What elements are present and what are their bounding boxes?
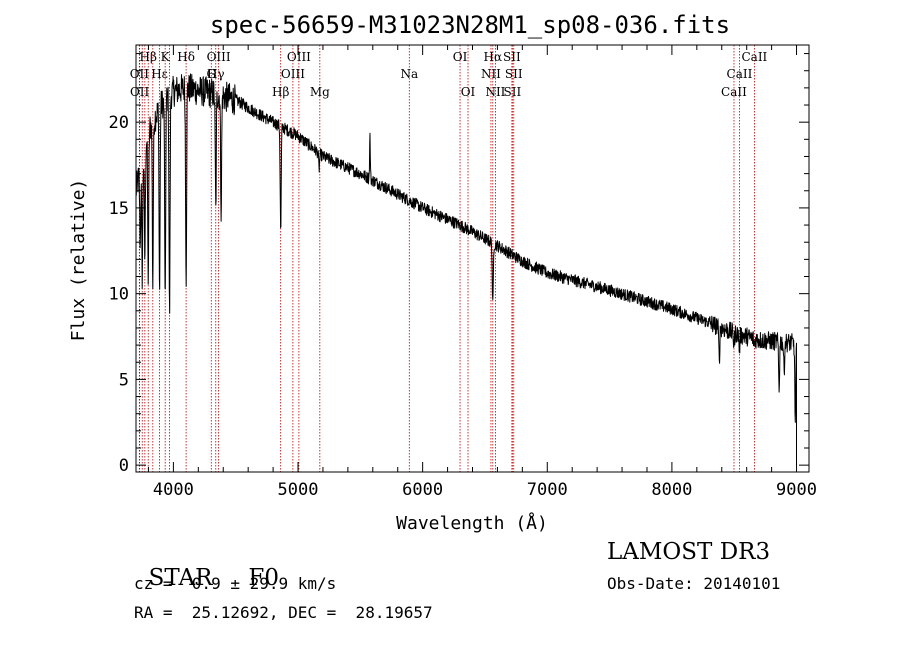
spectral-line-label: Na	[400, 67, 418, 81]
redshift-text: cz = 0.9 ± 29.9 km/s	[134, 574, 337, 593]
x-axis-label: Wavelength (Å)	[396, 512, 548, 534]
spectral-line-label: G	[206, 67, 216, 81]
x-tick-label: 9000	[776, 480, 817, 500]
plot-frame	[135, 44, 810, 473]
spectral-line-label: Hβ	[272, 85, 289, 99]
x-tick-label: 5000	[278, 480, 319, 500]
y-tick-label: 0	[119, 456, 129, 476]
spectral-line-label: K	[161, 50, 171, 64]
spectral-line-label: OI	[453, 50, 468, 64]
y-axis-label: Flux (relative)	[68, 179, 89, 342]
spectral-line-label: OII	[130, 85, 150, 99]
object-type: STAR	[148, 565, 213, 591]
spectral-line-label: Hα	[484, 50, 503, 64]
line-marker-layer	[138, 45, 755, 472]
object-class: STAR F0	[134, 539, 279, 591]
spectral-line-label: Hγ	[207, 67, 225, 81]
spectral-subclass: F0	[248, 565, 279, 591]
spectral-line-label: Mg	[310, 85, 330, 99]
spectral-line-label: OIII	[281, 67, 305, 81]
spectral-line-label: CaII	[727, 67, 753, 81]
spectral-line-label: OIII	[207, 50, 231, 64]
spectral-line-label: CaII	[741, 50, 767, 64]
spectral-line-label: Hε	[151, 67, 168, 81]
y-tick-label: 20	[109, 113, 129, 133]
x-tick-label: 7000	[527, 480, 568, 500]
spectrum-line	[135, 73, 797, 466]
spectral-line-label: NII	[485, 85, 505, 99]
y-tick-label: 15	[109, 199, 129, 219]
tick-layer: 4000 5000 6000 7000 8000 9000 0 5 10 15 20	[109, 45, 817, 500]
spectral-line-label: OIII	[287, 50, 311, 64]
spectral-line-label: OII	[130, 67, 150, 81]
x-tick-label: 6000	[402, 480, 443, 500]
spectral-line-label: Hβ	[140, 50, 157, 64]
spectral-line-label: SII	[503, 50, 521, 64]
spectral-line-label: SII	[504, 85, 522, 99]
x-tick-label: 8000	[651, 480, 692, 500]
spectral-line-label: Hδ	[177, 50, 195, 64]
obs-date-text: Obs-Date: 20140101	[607, 574, 781, 593]
spectral-line-label: OI	[461, 85, 476, 99]
spectral-line-label: NII	[481, 67, 501, 81]
survey-name: LAMOST DR3	[607, 539, 771, 565]
coordinates-text: RA = 25.12692, DEC = 28.19657	[134, 603, 433, 622]
y-tick-label: 10	[109, 285, 129, 305]
spectral-line-label: CaII	[721, 85, 747, 99]
spectral-line-label: SII	[505, 67, 523, 81]
x-tick-label: 4000	[153, 480, 194, 500]
spectrum-layer	[135, 73, 797, 466]
y-tick-label: 5	[119, 370, 129, 390]
chart-title: spec-56659-M31023N28M1_sp08-036.fits	[210, 11, 730, 39]
